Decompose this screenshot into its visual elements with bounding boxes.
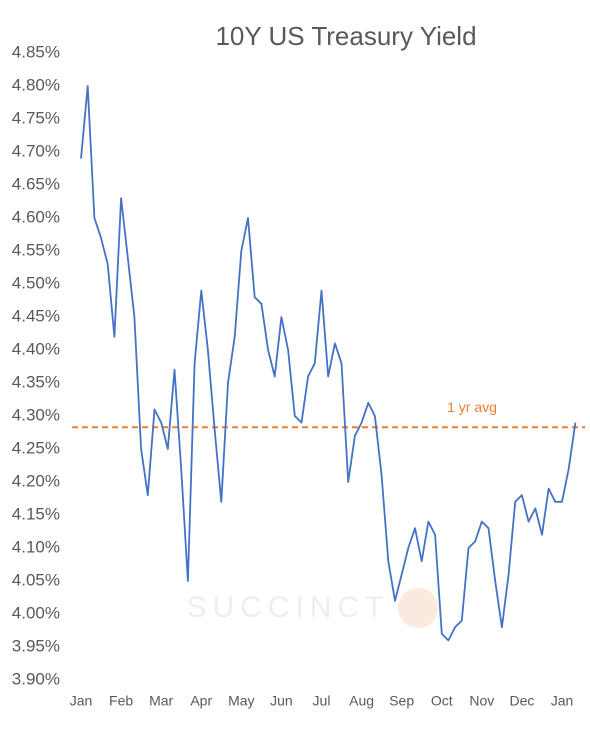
y-tick-label: 3.95% [12, 636, 60, 655]
y-tick-label: 4.55% [12, 240, 60, 259]
x-tick-label: Dec [509, 693, 534, 709]
y-tick-label: 4.40% [12, 339, 60, 358]
x-tick-label: Feb [109, 693, 133, 709]
y-tick-label: 3.90% [12, 669, 60, 688]
watermark-logo [398, 588, 438, 628]
x-tick-label: Jan [70, 693, 93, 709]
x-tick-label: Jun [270, 693, 293, 709]
y-tick-label: 4.20% [12, 471, 60, 490]
average-label: 1 yr avg [447, 399, 497, 415]
y-tick-label: 4.65% [12, 174, 60, 193]
y-tick-label: 4.15% [12, 504, 60, 523]
x-tick-label: Apr [190, 693, 212, 709]
x-tick-label: Mar [149, 693, 173, 709]
y-tick-label: 4.50% [12, 273, 60, 292]
watermark: SUCCINCT [187, 591, 390, 624]
y-tick-label: 4.05% [12, 570, 60, 589]
x-tick-label: Aug [349, 693, 374, 709]
y-tick-label: 4.75% [12, 108, 60, 127]
x-tick-label: Nov [469, 693, 494, 709]
y-tick-label: 4.00% [12, 603, 60, 622]
y-tick-label: 4.60% [12, 207, 60, 226]
x-tick-label: Jan [551, 693, 574, 709]
x-tick-label: Sep [389, 693, 414, 709]
y-tick-label: 4.85% [12, 42, 60, 61]
y-tick-label: 4.30% [12, 405, 60, 424]
chart-title: 10Y US Treasury Yield [215, 21, 476, 51]
y-tick-label: 4.45% [12, 306, 60, 325]
x-tick-label: May [228, 693, 254, 709]
yield-line [80, 85, 577, 642]
x-tick-label: Jul [313, 693, 331, 709]
y-tick-label: 4.70% [12, 141, 60, 160]
y-tick-label: 4.80% [12, 75, 60, 94]
y-tick-label: 4.35% [12, 372, 60, 391]
y-tick-label: 4.25% [12, 438, 60, 457]
y-tick-label: 4.10% [12, 537, 60, 556]
x-tick-label: Oct [431, 693, 453, 709]
